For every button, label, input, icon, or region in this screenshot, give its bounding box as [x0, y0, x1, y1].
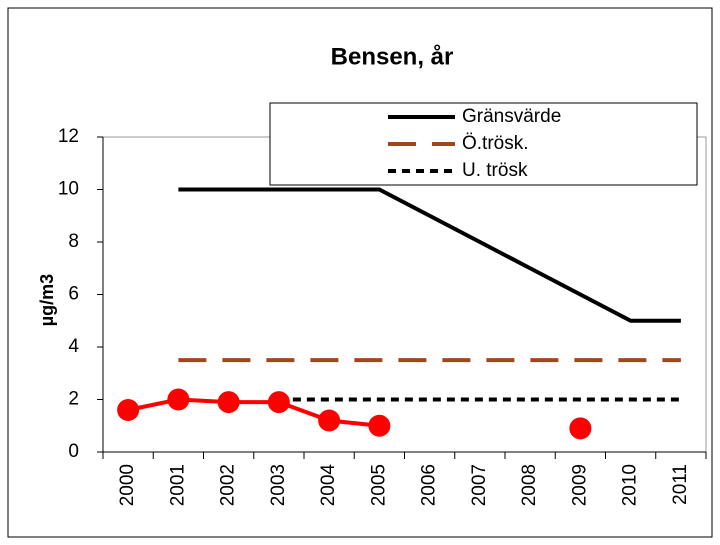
x-tick-label: 2000	[117, 464, 138, 506]
legend-label: Gränsvärde	[462, 106, 561, 127]
x-tick-label: 2010	[620, 464, 641, 506]
y-tick-label: 0	[68, 441, 79, 462]
y-tick-label: 10	[58, 179, 79, 200]
data-point	[267, 391, 290, 414]
x-tick-label: 2008	[519, 464, 540, 506]
y-tick-label: 4	[68, 336, 79, 357]
y-tick-label: 8	[68, 231, 79, 252]
x-tick-label: 2009	[569, 464, 590, 506]
x-tick-label: 2002	[218, 464, 239, 506]
data-point	[318, 409, 341, 432]
data-point	[368, 414, 391, 437]
data-point	[217, 391, 240, 414]
chart-border	[7, 7, 713, 538]
y-axis-label: µg/m3	[37, 274, 57, 326]
x-tick-label: 2011	[670, 464, 691, 505]
x-tick-label: 2001	[167, 464, 188, 506]
y-tick-label: 12	[58, 126, 79, 147]
x-tick-label: 2003	[268, 464, 289, 506]
series-line	[178, 187, 681, 323]
data-point	[117, 399, 140, 421]
x-tick-label: 2007	[469, 464, 490, 506]
legend-label: Ö.trösk.	[462, 133, 529, 154]
chart-title: Bensen, år	[331, 43, 454, 70]
legend-label: U. trösk	[462, 160, 528, 181]
legend	[269, 102, 698, 186]
data-point	[569, 417, 592, 440]
y-tick-label: 2	[68, 389, 79, 410]
x-tick-label: 2004	[318, 464, 339, 507]
x-tick-label: 2006	[419, 464, 440, 506]
y-tick-label: 6	[68, 284, 79, 305]
data-point	[167, 388, 190, 411]
x-tick-label: 2005	[368, 464, 389, 506]
